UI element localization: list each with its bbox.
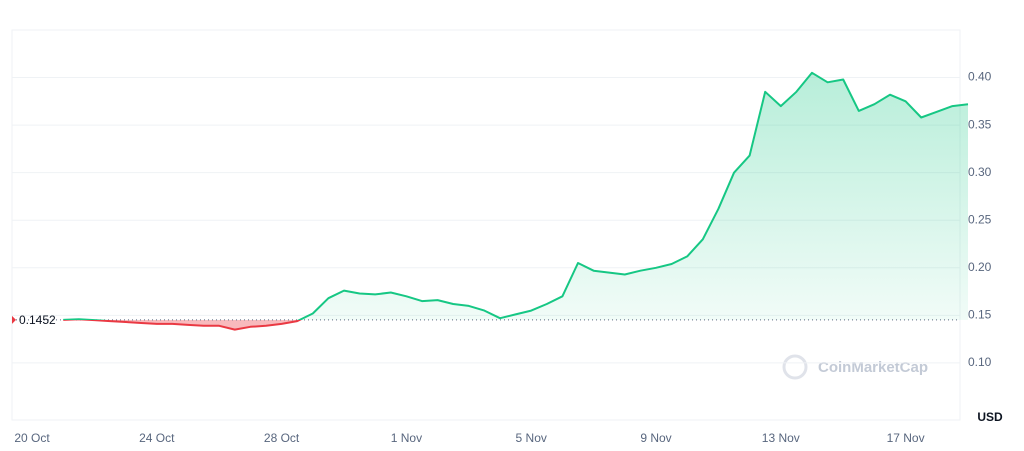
area: [63, 72, 968, 330]
price-line: [63, 71, 969, 331]
y-tick-label: 0.35: [968, 117, 992, 131]
y-tick-label: 0.30: [968, 165, 992, 179]
baseline-label: 0.1452: [19, 313, 56, 327]
baseline-marker: [12, 315, 16, 324]
x-tick-label: 5 Nov: [516, 431, 547, 445]
x-tick-label: 24 Oct: [139, 431, 175, 445]
y-axis-label: USD: [977, 410, 1003, 424]
watermark-logo: [782, 354, 808, 380]
x-tick-label: 20 Oct: [14, 431, 50, 445]
y-tick-label: 0.10: [968, 355, 992, 369]
x-tick-label: 13 Nov: [762, 431, 800, 445]
y-tick-label: 0.40: [968, 70, 992, 84]
y-tick-label: 0.20: [968, 260, 992, 274]
watermark: CoinMarketCap: [818, 359, 928, 376]
x-tick-label: 9 Nov: [640, 431, 671, 445]
x-tick-label: 17 Nov: [887, 431, 925, 445]
x-tick-label: 28 Oct: [264, 431, 300, 445]
y-tick-label: 0.25: [968, 212, 992, 226]
x-tick-label: 1 Nov: [391, 431, 422, 445]
y-tick-label: 0.15: [968, 308, 992, 322]
